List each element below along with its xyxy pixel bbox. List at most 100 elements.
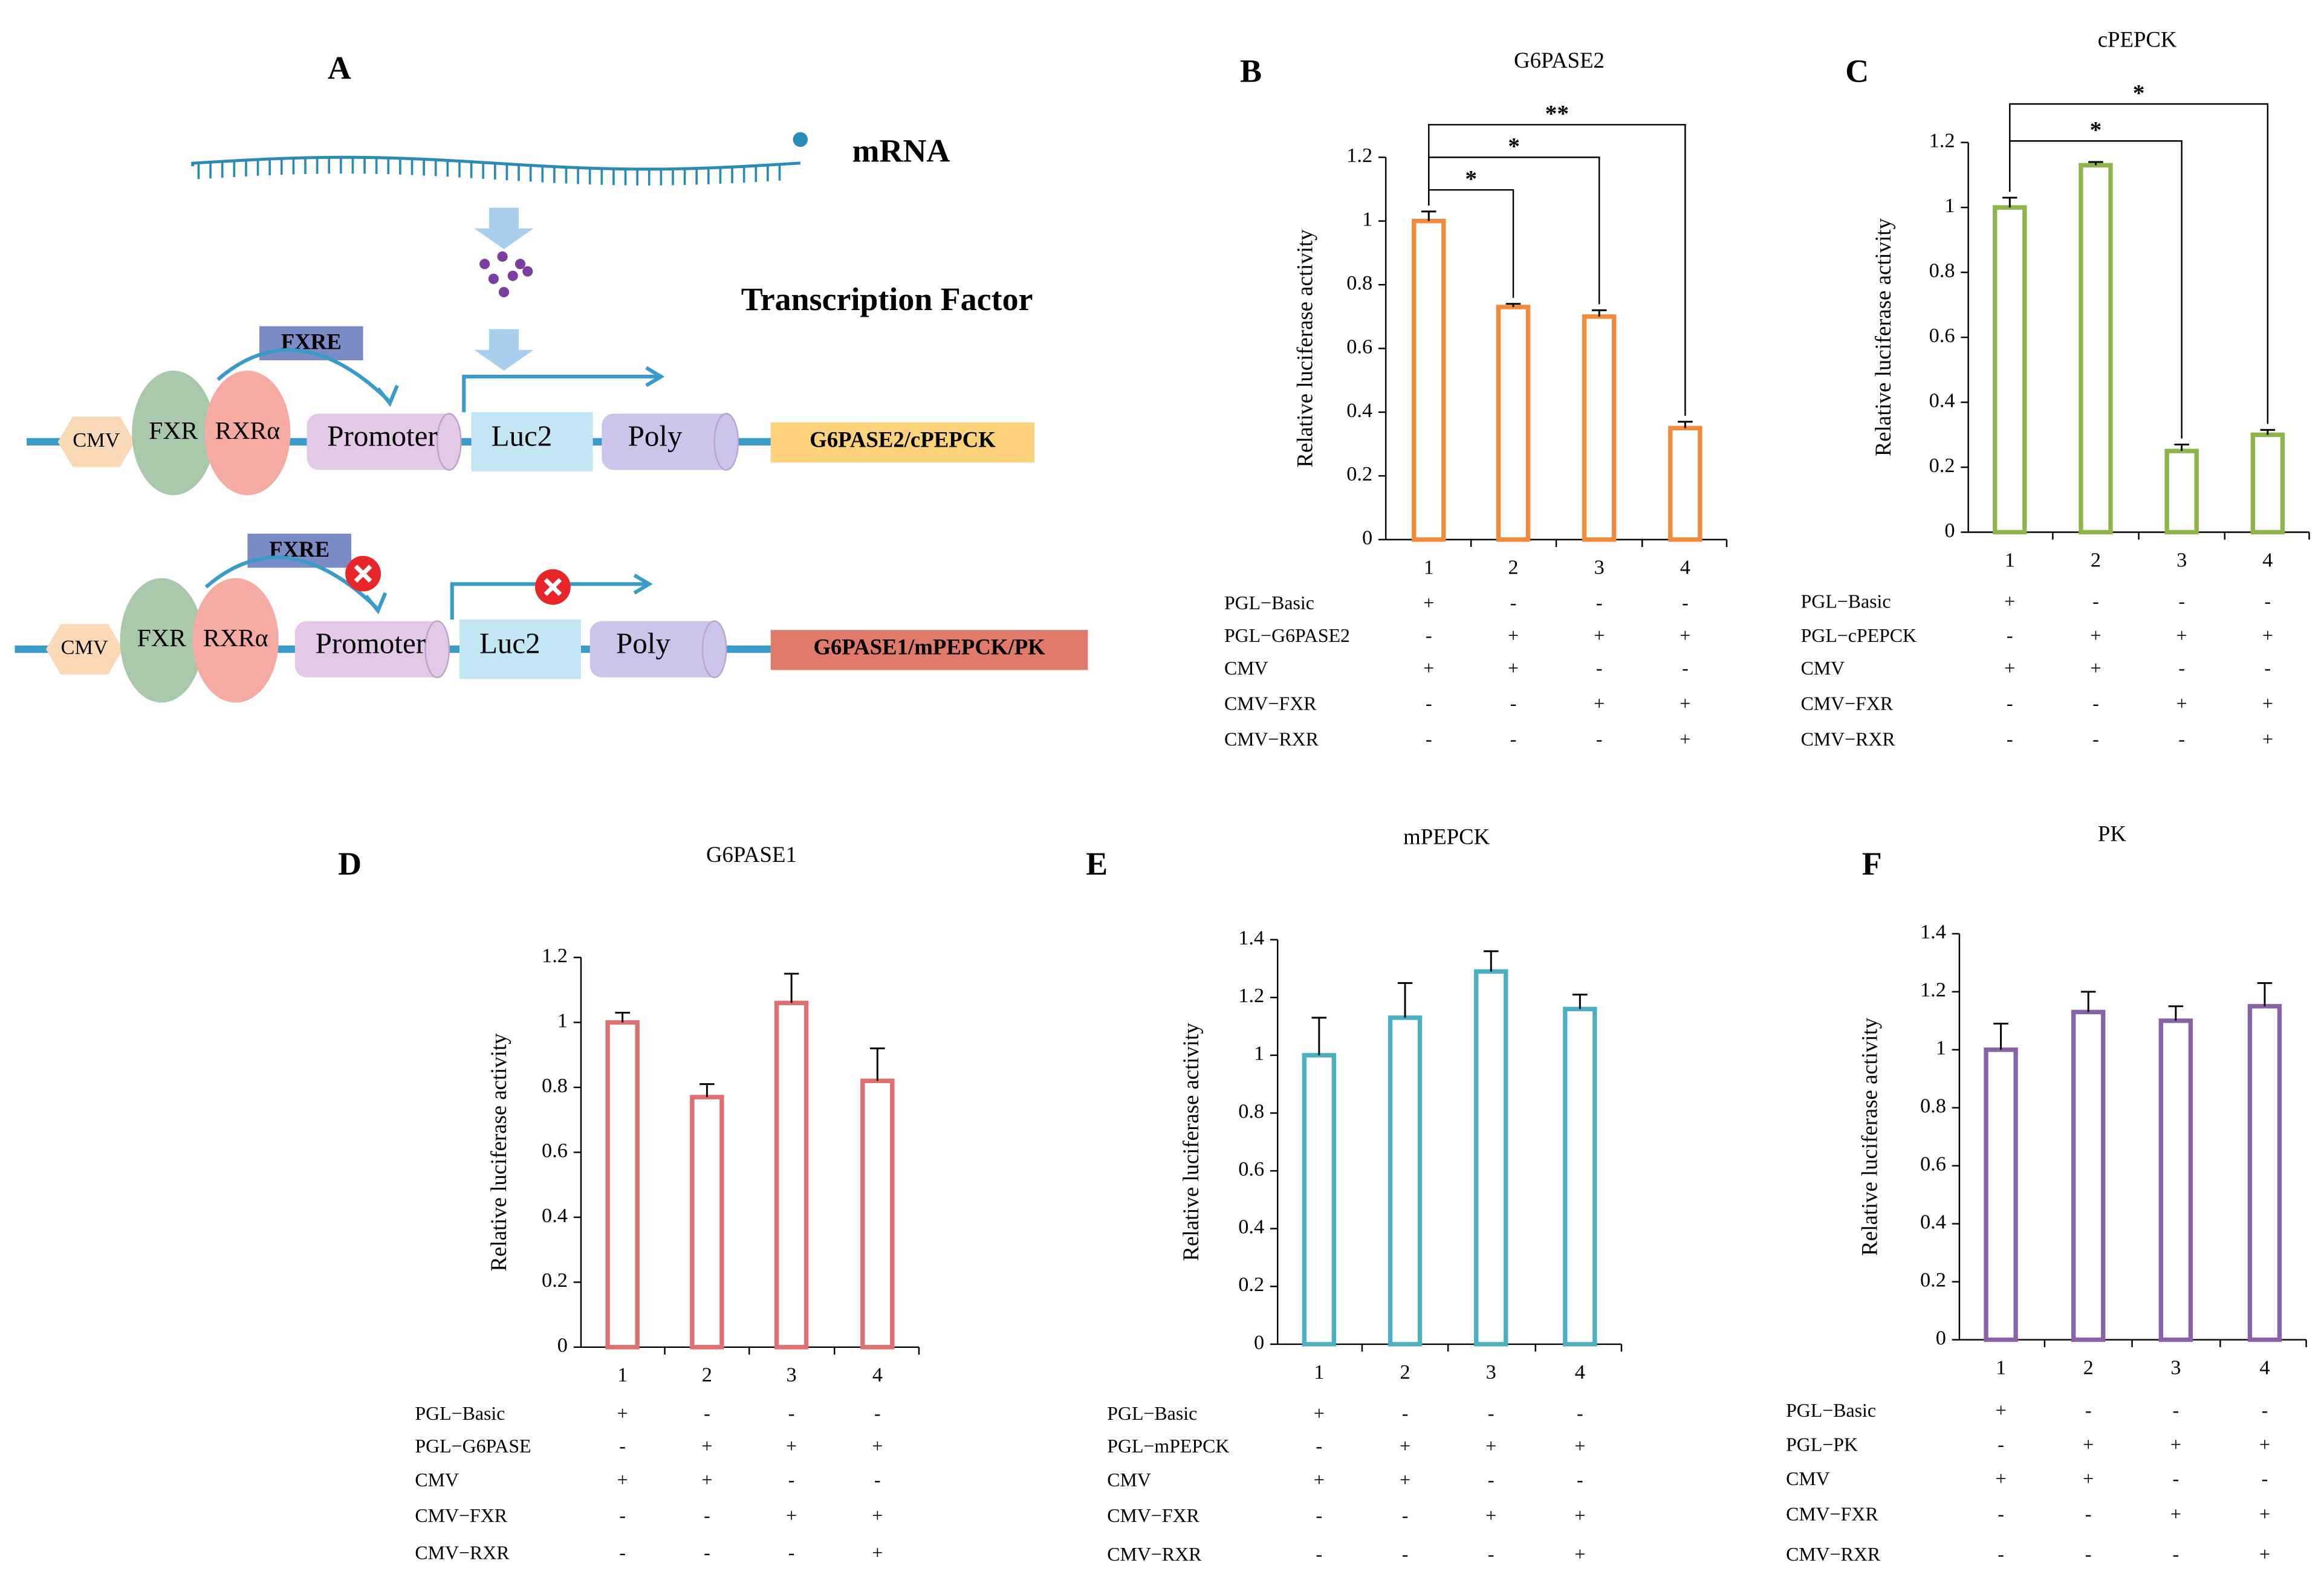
- factor-dot: [522, 266, 533, 277]
- x-tick-label: 2: [1400, 1361, 1410, 1384]
- condition-mark: -: [2265, 658, 2271, 679]
- condition-mark: -: [1577, 1403, 1583, 1424]
- y-tick-label: 1.4: [1920, 921, 1946, 944]
- y-tick-label: 0.8: [1346, 271, 1372, 294]
- error-bar: [2257, 982, 2273, 1006]
- condition-mark: +: [786, 1505, 797, 1526]
- y-axis-label: Relative luciferase activity: [486, 1033, 511, 1272]
- tss-arrow: [462, 375, 660, 412]
- condition-mark: -: [1402, 1544, 1409, 1565]
- y-tick-label: 0.4: [1238, 1216, 1264, 1238]
- condition-name: CMV−FXR: [415, 1505, 507, 1526]
- y-tick-label: 0: [1362, 526, 1372, 549]
- error-bar: [2080, 991, 2096, 1012]
- fxr-shape: [132, 371, 215, 496]
- condition-mark: +: [1314, 1469, 1325, 1491]
- condition-mark: +: [1400, 1469, 1410, 1491]
- tss-head: [633, 573, 653, 595]
- poly-box: [602, 413, 735, 470]
- chart-title: G6PASE1: [706, 842, 797, 867]
- condition-mark: -: [874, 1469, 881, 1491]
- condition-mark: -: [1488, 1403, 1495, 1424]
- error-bar: [1483, 950, 1499, 972]
- condition-mark: +: [1680, 728, 1690, 749]
- bar: [2164, 448, 2199, 535]
- x-tick-label: 1: [617, 1364, 628, 1387]
- rxr-label: RXRα: [215, 417, 280, 445]
- significance-bracket: [2009, 103, 2269, 424]
- condition-mark: -: [619, 1436, 626, 1457]
- condition-mark: -: [1316, 1505, 1323, 1526]
- condition-mark: -: [2178, 591, 2185, 612]
- condition-mark: -: [2007, 693, 2013, 714]
- bar: [860, 1078, 895, 1350]
- mrna-cap: [793, 132, 808, 147]
- condition-mark: +: [1485, 1436, 1496, 1457]
- condition-name: CMV: [1224, 658, 1268, 679]
- bar: [1302, 1053, 1337, 1347]
- chart-title: cPEPCK: [2098, 27, 2177, 51]
- condition-mark: -: [2262, 1468, 2268, 1489]
- y-tick-label: 1: [1936, 1037, 1946, 1060]
- condition-mark: -: [1577, 1469, 1583, 1491]
- y-tick-label: 1.2: [1238, 984, 1264, 1007]
- condition-name: CMV: [415, 1469, 459, 1491]
- condition-mark: +: [1594, 693, 1605, 714]
- promoter-label: Promoter: [327, 419, 437, 452]
- y-tick-label: 1.2: [542, 944, 568, 967]
- condition-mark: +: [2170, 1504, 2181, 1525]
- condition-name: CMV: [1107, 1469, 1151, 1491]
- y-tick-label: 0.4: [542, 1204, 568, 1227]
- y-tick-label: 0.2: [1920, 1268, 1946, 1291]
- factor-dot: [479, 259, 490, 270]
- condition-mark: +: [1594, 625, 1605, 646]
- promoter-box-end: [436, 413, 462, 471]
- y-tick-label: 0.2: [542, 1269, 568, 1292]
- condition-mark: -: [788, 1542, 795, 1563]
- condition-mark: +: [1680, 625, 1690, 646]
- condition-mark: -: [619, 1542, 626, 1563]
- y-tick-label: 0.6: [1920, 1153, 1946, 1176]
- condition-mark: +: [1508, 625, 1519, 646]
- condition-mark: +: [2262, 625, 2273, 646]
- condition-mark: +: [617, 1403, 628, 1424]
- y-tick-label: 1.2: [1929, 129, 1955, 152]
- condition-mark: +: [701, 1469, 712, 1491]
- condition-name: PGL−G6PASE: [415, 1436, 531, 1457]
- y-tick-label: 0.4: [1920, 1211, 1946, 1234]
- condition-mark: -: [2262, 1400, 2268, 1421]
- condition-name: PGL−mPEPCK: [1107, 1436, 1229, 1457]
- chart-title: mPEPCK: [1403, 824, 1490, 849]
- condition-mark: +: [1574, 1505, 1585, 1526]
- condition-mark: +: [2083, 1434, 2094, 1455]
- condition-mark: -: [2085, 1544, 2092, 1565]
- y-tick-label: 0.6: [1238, 1157, 1264, 1180]
- tss-head: [645, 366, 665, 387]
- y-tick-label: 1.4: [1238, 927, 1264, 950]
- condition-mark: +: [2176, 693, 2187, 714]
- error-bar: [615, 1011, 630, 1023]
- y-tick-label: 0.4: [1346, 399, 1372, 422]
- poly-label: Poly: [616, 627, 670, 660]
- condition-mark: -: [619, 1505, 626, 1526]
- condition-name: CMV−RXR: [1224, 728, 1319, 749]
- bar: [1668, 426, 1702, 542]
- poly-label: Poly: [628, 419, 683, 452]
- y-tick-label: 0.8: [1920, 1095, 1946, 1118]
- error-bar: [2168, 1005, 2184, 1021]
- error-bar: [1573, 994, 1588, 1009]
- y-tick-label: 0: [1936, 1326, 1946, 1349]
- condition-mark: +: [786, 1436, 797, 1457]
- chart-title: PK: [2098, 821, 2126, 846]
- condition-name: CMV−FXR: [1107, 1505, 1199, 1526]
- condition-mark: -: [2007, 625, 2013, 646]
- y-tick-label: 1.2: [1346, 144, 1372, 167]
- panel-label: C: [1845, 53, 1869, 89]
- condition-mark: -: [1596, 728, 1603, 749]
- condition-mark: +: [1508, 658, 1519, 679]
- x-tick-label: 4: [2262, 548, 2273, 571]
- condition-mark: -: [2173, 1544, 2180, 1565]
- flow-arrow: [474, 207, 534, 250]
- condition-mark: -: [1596, 592, 1603, 613]
